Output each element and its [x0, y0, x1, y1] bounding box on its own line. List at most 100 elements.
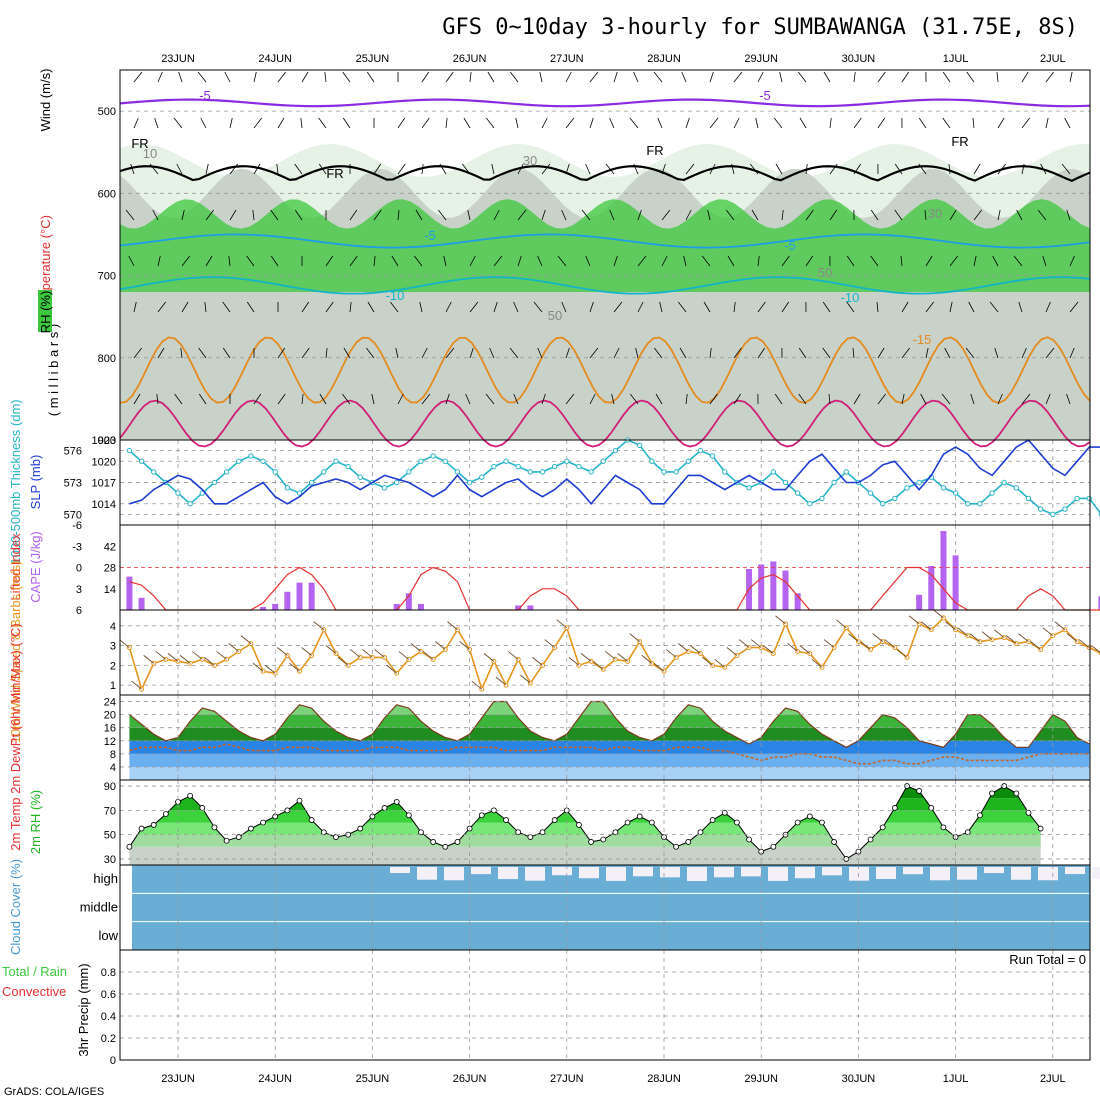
wind-barb	[969, 633, 981, 642]
contour-label-6: -5	[424, 228, 436, 243]
rh-point	[588, 839, 594, 845]
cape-tick-14: 14	[104, 584, 116, 596]
date-label-top-8: 1JUL	[943, 53, 969, 65]
wind-barb	[422, 651, 434, 660]
rh-point	[721, 809, 728, 816]
wind-barb	[835, 619, 847, 629]
wind-barb	[726, 647, 738, 656]
wind-barb	[637, 301, 644, 313]
wind-barb	[277, 71, 286, 83]
thickness-series-point	[138, 458, 145, 464]
rh-point	[879, 824, 886, 831]
wind-barb	[324, 71, 327, 83]
temp-band	[129, 766, 1090, 780]
wind-barb	[679, 347, 687, 359]
wind-barb	[1066, 393, 1071, 405]
date-label-top-5: 28JUN	[647, 53, 681, 65]
wind-barb	[973, 255, 977, 267]
thickness-series-point	[880, 501, 886, 507]
wind-barb	[228, 255, 231, 267]
wind-barb	[945, 621, 956, 631]
wind-barb	[489, 347, 495, 359]
wind-barb	[495, 676, 507, 686]
wind-barb	[565, 347, 570, 359]
thickness-series-point	[527, 469, 534, 475]
wind-barb	[589, 301, 594, 313]
thickness-series-point	[649, 458, 655, 464]
wind-barb	[757, 301, 766, 313]
wind-barb	[493, 209, 500, 221]
wind-barb	[541, 117, 548, 129]
temp-tick-20: 20	[104, 710, 116, 722]
wind-barb	[277, 393, 286, 405]
thickness-series-point	[807, 501, 813, 507]
precip-axis-label-convective: Convective	[2, 984, 66, 999]
wind-barb	[968, 301, 975, 313]
wind-barb	[246, 301, 255, 313]
contour-label-2: FR	[131, 136, 148, 151]
precip-tick-0.6: 0.6	[101, 989, 116, 1001]
rh-point	[831, 839, 837, 845]
wind-barb	[181, 255, 190, 267]
wind-barb	[391, 255, 399, 267]
wind-barb	[397, 117, 406, 129]
thickness-series-point	[308, 479, 315, 486]
wind-barb	[709, 347, 712, 359]
wind-barb	[157, 255, 161, 267]
wind-barb	[1037, 209, 1047, 221]
wind-barb	[997, 117, 1005, 129]
wind-barb	[410, 643, 422, 652]
wind-barb	[933, 609, 944, 619]
wind-barb	[581, 209, 591, 221]
rh-point	[916, 788, 923, 794]
thickness-series-point	[892, 495, 898, 502]
cape-bar	[260, 606, 267, 610]
wind-barb	[918, 117, 927, 129]
wind-barb	[585, 255, 591, 267]
wind-barb	[1069, 347, 1075, 359]
rh-point	[576, 822, 582, 828]
chart-title: GFS 0~10day 3-hourly for SUMBAWANGA (31.…	[442, 15, 1078, 40]
date-label-bottom-5: 28JUN	[647, 1073, 681, 1085]
wind-barb	[224, 71, 231, 83]
rh-point	[709, 817, 716, 823]
wind-barb	[942, 117, 951, 129]
rh-point	[636, 813, 643, 820]
wind-barb	[205, 255, 213, 267]
wind-barb	[751, 209, 759, 221]
wind-barb	[155, 651, 167, 660]
cape-bar	[952, 555, 959, 610]
contour-label-5: FR	[951, 134, 968, 149]
wind-barb	[181, 209, 185, 221]
contour-label-7: -5	[784, 238, 796, 253]
wind-barb	[797, 71, 807, 83]
wind-barb	[900, 255, 903, 267]
wind-barb	[445, 117, 448, 129]
rh-point	[806, 813, 813, 820]
wind-barb	[561, 209, 567, 221]
cloud-high-gap	[984, 867, 1004, 874]
wind-barb	[877, 347, 885, 359]
wind-barb	[445, 71, 454, 83]
wind-barb	[589, 347, 599, 359]
slp-series-line	[129, 438, 1100, 506]
wind-barb	[966, 71, 975, 83]
cloud-high-gap	[687, 867, 707, 881]
rh-point	[685, 839, 692, 845]
wind-barb	[119, 639, 130, 648]
cloud-high-gap	[930, 867, 950, 881]
wind-barb	[605, 651, 616, 660]
wind-barb	[609, 117, 615, 129]
wind-barb	[471, 680, 483, 690]
wind-barb	[253, 163, 261, 175]
rh-point	[418, 829, 424, 836]
wind-barb	[513, 393, 519, 405]
wind-barb	[755, 117, 759, 129]
wind-barb	[993, 629, 1005, 639]
wind-barb	[520, 674, 531, 684]
thickness-series-point	[1062, 506, 1068, 512]
temp-tick-16: 16	[104, 723, 116, 735]
rh-point	[989, 790, 995, 797]
wind-barb	[992, 255, 999, 267]
